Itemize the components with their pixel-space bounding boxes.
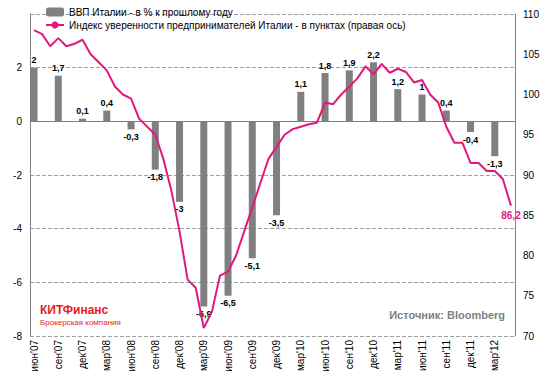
- svg-text:-6,9: -6,9: [196, 309, 212, 319]
- svg-text:0,1: 0,1: [76, 106, 89, 116]
- svg-text:85: 85: [523, 210, 535, 221]
- svg-text:-4: -4: [13, 223, 22, 234]
- svg-text:мар'09: мар'09: [198, 340, 209, 371]
- svg-text:Индекс уверенности предпринима: Индекс уверенности предпринимателей Итал…: [69, 20, 406, 31]
- svg-text:сен'08: сен'08: [150, 340, 161, 370]
- svg-text:2: 2: [32, 55, 37, 65]
- svg-text:100: 100: [523, 89, 540, 100]
- svg-text:-2: -2: [13, 170, 22, 181]
- svg-text:сен'09: сен'09: [247, 340, 258, 370]
- svg-text:мар'11: мар'11: [392, 340, 403, 371]
- svg-text:-1,3: -1,3: [487, 159, 503, 169]
- svg-text:1,1: 1,1: [295, 79, 308, 89]
- svg-text:июн'09: июн'09: [223, 340, 234, 372]
- svg-text:КИТФинанс: КИТФинанс: [40, 303, 109, 317]
- svg-text:105: 105: [523, 49, 540, 60]
- svg-text:1,2: 1,2: [392, 77, 405, 87]
- svg-text:июн'10: июн'10: [320, 340, 331, 372]
- svg-text:дек'07: дек'07: [77, 340, 88, 369]
- svg-text:1,9: 1,9: [343, 58, 356, 68]
- svg-text:мар'10: мар'10: [295, 340, 306, 371]
- svg-text:мар'12: мар'12: [489, 340, 500, 371]
- svg-text:ВВП Италии - в % к прошлому го: ВВП Италии - в % к прошлому году: [69, 7, 233, 18]
- svg-text:дек'11: дек'11: [465, 340, 476, 369]
- svg-text:июн'11: июн'11: [417, 340, 428, 371]
- svg-text:Источник: Bloomberg: Источник: Bloomberg: [389, 309, 505, 321]
- svg-text:дек'08: дек'08: [174, 340, 185, 369]
- svg-text:-6,5: -6,5: [220, 298, 236, 308]
- svg-text:июн'07: июн'07: [29, 340, 40, 372]
- svg-text:1,7: 1,7: [52, 63, 65, 73]
- svg-text:Брокерская компания: Брокерская компания: [40, 318, 121, 327]
- svg-text:1: 1: [419, 82, 425, 92]
- svg-text:95: 95: [523, 129, 535, 140]
- svg-text:0: 0: [16, 116, 22, 127]
- svg-text:сен'07: сен'07: [53, 340, 64, 370]
- svg-text:2: 2: [16, 62, 22, 73]
- svg-text:дек'10: дек'10: [368, 340, 379, 369]
- svg-text:86,2: 86,2: [501, 210, 521, 221]
- svg-text:-0,3: -0,3: [123, 132, 139, 142]
- svg-text:90: 90: [523, 170, 535, 181]
- svg-text:75: 75: [523, 290, 535, 301]
- svg-text:-3: -3: [175, 204, 184, 215]
- svg-text:дек'09: дек'09: [271, 340, 282, 369]
- svg-text:1,8: 1,8: [319, 61, 332, 71]
- svg-text:2,2: 2,2: [367, 50, 380, 60]
- svg-text:-3,5: -3,5: [269, 218, 285, 228]
- svg-text:-8: -8: [13, 331, 22, 342]
- svg-text:сен'10: сен'10: [344, 340, 355, 370]
- svg-text:0,4: 0,4: [101, 98, 114, 108]
- svg-text:-1,8: -1,8: [148, 172, 164, 182]
- svg-text:110: 110: [523, 9, 539, 20]
- svg-text:-0,4: -0,4: [463, 135, 479, 145]
- svg-text:мар'08: мар'08: [101, 340, 112, 371]
- svg-text:сен'11: сен'11: [441, 340, 452, 369]
- svg-text:0,4: 0,4: [440, 98, 453, 108]
- svg-text:июн'08: июн'08: [126, 340, 137, 372]
- svg-text:-6: -6: [13, 277, 22, 288]
- svg-text:70: 70: [523, 331, 535, 342]
- svg-text:-5,1: -5,1: [245, 261, 261, 271]
- svg-text:80: 80: [523, 250, 535, 261]
